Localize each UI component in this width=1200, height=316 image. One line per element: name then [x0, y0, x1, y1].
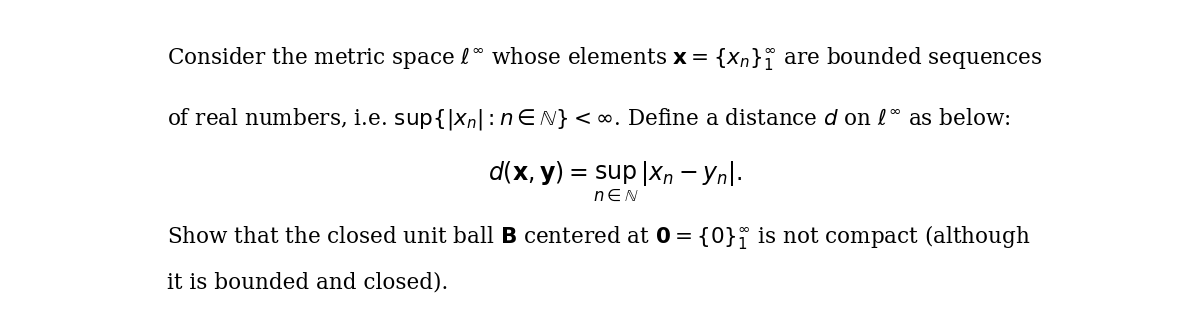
Text: of real numbers, i.e. $\mathrm{sup}\{|x_n| : n \in \mathbb{N}\} < \infty$. Defin: of real numbers, i.e. $\mathrm{sup}\{|x_… [167, 106, 1010, 132]
Text: $d(\mathbf{x}, \mathbf{y}) = \underset{n \in \mathbb{N}}{\mathrm{sup}}\, |x_n - : $d(\mathbf{x}, \mathbf{y}) = \underset{n… [487, 160, 743, 204]
Text: Show that the closed unit ball $\mathbf{B}$ centered at $\mathbf{0} = \{0\}_1^{\: Show that the closed unit ball $\mathbf{… [167, 223, 1031, 251]
Text: it is bounded and closed).: it is bounded and closed). [167, 271, 448, 294]
Text: Consider the metric space $\ell^{\infty}$ whose elements $\mathbf{x} = \{x_n\}_1: Consider the metric space $\ell^{\infty}… [167, 45, 1042, 72]
